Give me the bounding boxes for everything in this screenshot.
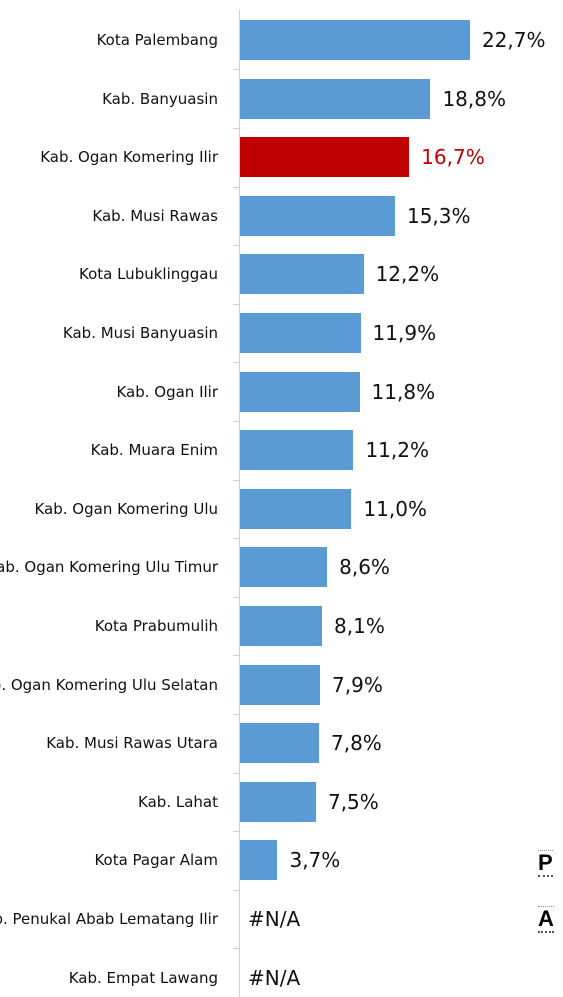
value-label: 22,7% [481,28,546,52]
category-separator [233,655,239,657]
bar [240,664,321,705]
cropped-text: P [538,850,553,877]
category-separator [233,948,239,950]
value-label: 7,9% [332,672,383,697]
category-separator [233,245,239,247]
bar [240,606,323,646]
category-label: Kota Pagar Alam [94,851,218,870]
value-label: 8,1% [334,614,385,638]
value-label: 18,8% [442,86,506,111]
value-label: #N/A [248,907,301,931]
cropped-text: A [538,906,554,933]
category-separator [233,772,239,774]
category-separator [233,831,239,833]
bar [240,547,328,588]
value-label: 16,7% [421,145,485,170]
category-separator [233,420,239,422]
category-label: Kab. Ogan Ilir [116,382,218,401]
category-axis [239,10,240,997]
bar [240,840,278,881]
category-separator [233,69,239,71]
category-label: Kab. Musi Rawas [92,206,218,225]
value-label: 15,3% [406,203,471,228]
category-separator [233,479,239,481]
category-label: Kab. Penukal Abab Lematang Ilir [0,910,218,928]
value-label: 11,9% [372,321,437,345]
category-label: Kab. Lahat [138,792,218,811]
category-separator [233,362,239,364]
bar [240,254,364,295]
value-label: 8,6% [339,555,390,580]
category-label: Kab. Ogan Komering Ulu [34,499,218,518]
bar [240,488,352,529]
category-label: Kab. Banyuasin [102,89,218,108]
category-separator [233,303,239,305]
category-label: Kota Palembang [96,31,218,49]
category-separator [233,186,239,188]
category-separator [233,538,239,540]
bar [240,430,354,471]
category-label: Kab. Ogan Komering Ilir [40,148,218,167]
value-label: 3,7% [289,848,341,873]
bar [240,20,470,60]
category-label: Kota Prabumulih [94,617,218,635]
bar [240,371,360,412]
value-label: 7,8% [331,731,382,756]
category-label: Kab. Musi Rawas Utara [46,734,218,753]
category-label: Kab. Muara Enim [90,441,218,460]
bar [240,195,395,236]
category-separator [233,596,239,598]
value-label: 7,5% [327,789,379,814]
category-separator [233,713,239,715]
bar [240,137,410,178]
value-label: 11,8% [371,379,436,404]
category-label: Kab. Musi Banyuasin [62,324,218,342]
value-label: 11,2% [365,438,429,463]
bar [240,723,319,764]
category-separator [233,127,239,129]
bar [240,313,361,353]
category-label: Kab. Ogan Komering Ulu Selatan [0,675,218,694]
category-label: Kota Lubuklinggau [78,265,218,284]
value-label: #N/A [248,965,301,990]
category-label: Kab. Empat Lawang [68,968,218,987]
bar [240,781,316,822]
value-label: 11,0% [363,496,427,521]
category-label: Kab. Ogan Komering Ulu Timur [0,558,218,577]
category-separator [233,889,239,891]
value-label: 12,2% [375,262,440,287]
bar [240,78,431,119]
